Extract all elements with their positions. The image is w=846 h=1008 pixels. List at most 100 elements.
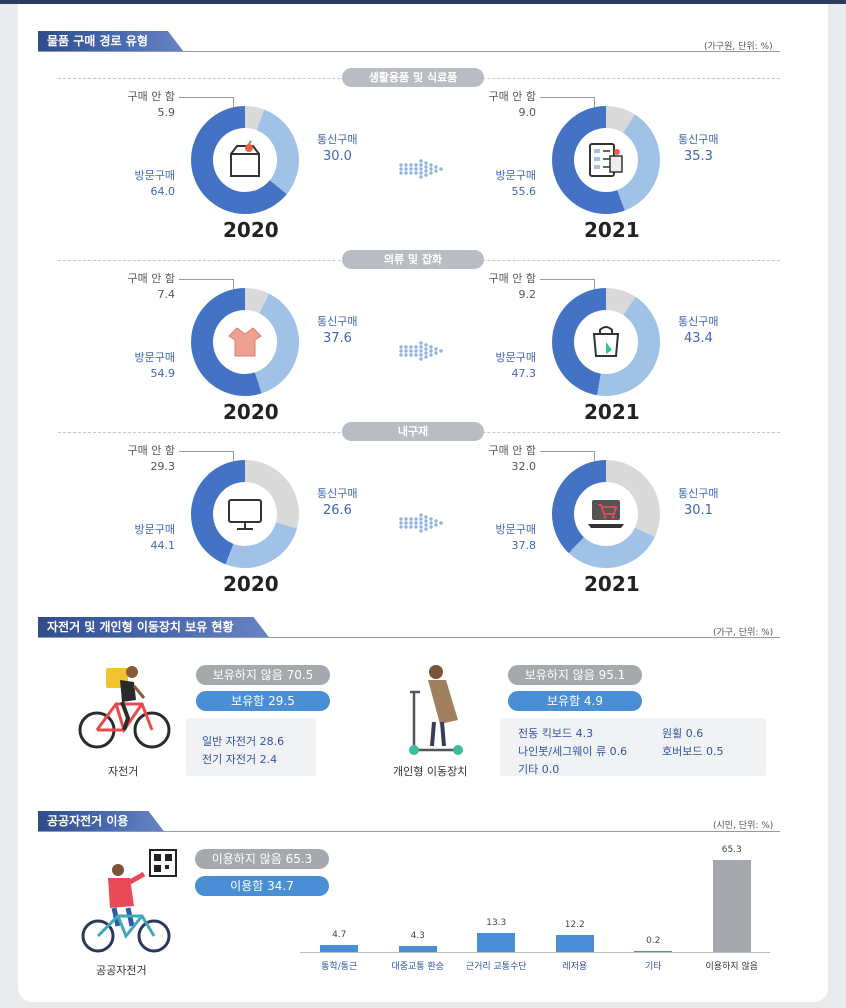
value-visit: 55.6: [511, 185, 537, 198]
bar-0: [320, 945, 359, 952]
value-no-purchase: 32.0: [511, 460, 537, 473]
label-online: 통신구매: [317, 133, 358, 146]
pm-detail-other: 기타 0.0: [518, 763, 560, 776]
value-online: 26.6: [323, 503, 352, 518]
bar-value-label: 12.2: [564, 919, 585, 930]
value-no-purchase: 29.3: [150, 460, 176, 473]
year-label-2020: 2020: [223, 218, 279, 242]
section-title-public-bike: 공공자전거 이용: [38, 811, 164, 832]
label-no-purchase: 구매 안 함: [127, 90, 175, 103]
shopping-bag-tap-icon: [586, 322, 626, 362]
pill-bicycle-not-owned: 보유하지 않음 70.5: [196, 665, 330, 685]
leader-line: [594, 97, 595, 107]
bar-2: [477, 933, 516, 952]
leader-line: [540, 279, 594, 280]
blouse-icon: [225, 322, 265, 362]
online-grocery-icon: [586, 140, 626, 180]
bar-5: [712, 860, 751, 952]
bar-category-label: 레저용: [562, 962, 588, 972]
value-online: 37.6: [323, 331, 352, 346]
value-visit: 44.1: [150, 539, 176, 552]
label-online: 통신구매: [317, 315, 358, 328]
value-online: 43.4: [684, 331, 713, 346]
value-visit: 37.8: [511, 539, 537, 552]
value-no-purchase: 9.0: [518, 106, 537, 119]
unit-label-public-bike: (시민, 단위: %): [713, 821, 774, 831]
bar-1: [398, 945, 437, 952]
dotted-arrow-icon: [399, 341, 443, 361]
bicycle-detail-regular: 일반 자전거 28.6: [202, 735, 285, 748]
public-bike-illustration: [81, 849, 177, 953]
pill-pm-not-owned: 보유하지 않음 95.1: [508, 665, 642, 685]
leader-line: [233, 451, 234, 461]
label-visit: 방문구매: [134, 169, 175, 182]
top-bar: [0, 0, 846, 4]
leader-line: [179, 97, 233, 98]
year-label-2021: 2021: [584, 218, 640, 242]
donut-2021: [552, 460, 660, 568]
bicycle-illustration: [78, 666, 171, 749]
laptop-cart-icon: [586, 494, 626, 534]
leader-line: [233, 279, 234, 289]
category-pill: 생활용품 및 식료품: [342, 68, 484, 87]
pm-detail-hoverboard: 호버보드 0.5: [662, 745, 724, 758]
bar-value-label: 4.7: [332, 930, 347, 941]
donut-hole: [213, 128, 277, 192]
value-no-purchase: 9.2: [518, 288, 537, 301]
value-visit: 54.9: [150, 367, 176, 380]
bar-category-label: 대중교통 환승: [391, 962, 445, 972]
section-title-mobility: 자전거 및 개인형 이동장치 보유 현황: [38, 617, 270, 638]
pm-detail-kickboard: 전동 킥보드 4.3: [518, 727, 594, 740]
value-visit: 47.3: [511, 367, 537, 380]
value-online: 30.1: [684, 503, 713, 518]
bar-4: [634, 951, 673, 952]
pill-pm-owned: 보유함 4.9: [508, 691, 642, 711]
label-no-purchase: 구매 안 함: [127, 272, 175, 285]
year-label-2020: 2020: [223, 400, 279, 424]
value-no-purchase: 7.4: [157, 288, 176, 301]
section-rule: [38, 51, 780, 52]
label-online: 통신구매: [678, 487, 719, 500]
label-visit: 방문구매: [134, 523, 175, 536]
label-visit: 방문구매: [495, 351, 536, 364]
bar-category-label: 이용하지 않음: [705, 962, 759, 972]
leader-line: [540, 451, 594, 452]
bar-value-label: 0.2: [646, 936, 661, 946]
grocery-bag-icon: [225, 140, 265, 180]
value-visit: 64.0: [150, 185, 176, 198]
label-no-purchase: 구매 안 함: [488, 444, 536, 457]
bar-category-label: 통학/통근: [321, 962, 358, 972]
pm-detail-box: [500, 718, 766, 776]
label-visit: 방문구매: [495, 169, 536, 182]
value-online: 35.3: [684, 149, 713, 164]
bar-3: [555, 934, 594, 952]
label-visit: 방문구매: [134, 351, 175, 364]
dotted-arrow-icon: [399, 513, 443, 533]
pill-public-bike-used: 이용함 34.7: [195, 876, 329, 896]
caption-bicycle: 자전거: [108, 765, 139, 778]
year-label-2020: 2020: [223, 572, 279, 596]
dotted-arrow-icon: [399, 159, 443, 179]
unit-label-mobility: (가구, 단위: %): [713, 628, 774, 638]
label-visit: 방문구매: [495, 523, 536, 536]
category-pill: 내구재: [342, 422, 484, 441]
bar-value-label: 4.3: [410, 930, 425, 941]
unit-label-purchase: (가구원, 단위: %): [704, 42, 773, 52]
leader-line: [179, 451, 233, 452]
leader-line: [594, 279, 595, 289]
category-pill: 의류 및 잡화: [342, 250, 484, 269]
label-no-purchase: 구매 안 함: [488, 90, 536, 103]
leader-line: [540, 97, 594, 98]
label-no-purchase: 구매 안 함: [127, 444, 175, 457]
value-no-purchase: 5.9: [157, 106, 176, 119]
section-title-purchase: 물품 구매 경로 유형: [38, 31, 184, 52]
pill-public-bike-not-used: 이용하지 않음 65.3: [195, 849, 329, 869]
pm-detail-onewheel: 원휠 0.6: [662, 727, 704, 740]
caption-pm: 개인형 이동장치: [393, 765, 468, 778]
leader-line: [179, 279, 233, 280]
bar-category-label: 기타: [644, 962, 662, 972]
scooter-rider-illustration: [409, 665, 463, 755]
label-online: 통신구매: [317, 487, 358, 500]
value-online: 30.0: [323, 149, 352, 164]
caption-public-bike: 공공자전거: [96, 964, 147, 977]
